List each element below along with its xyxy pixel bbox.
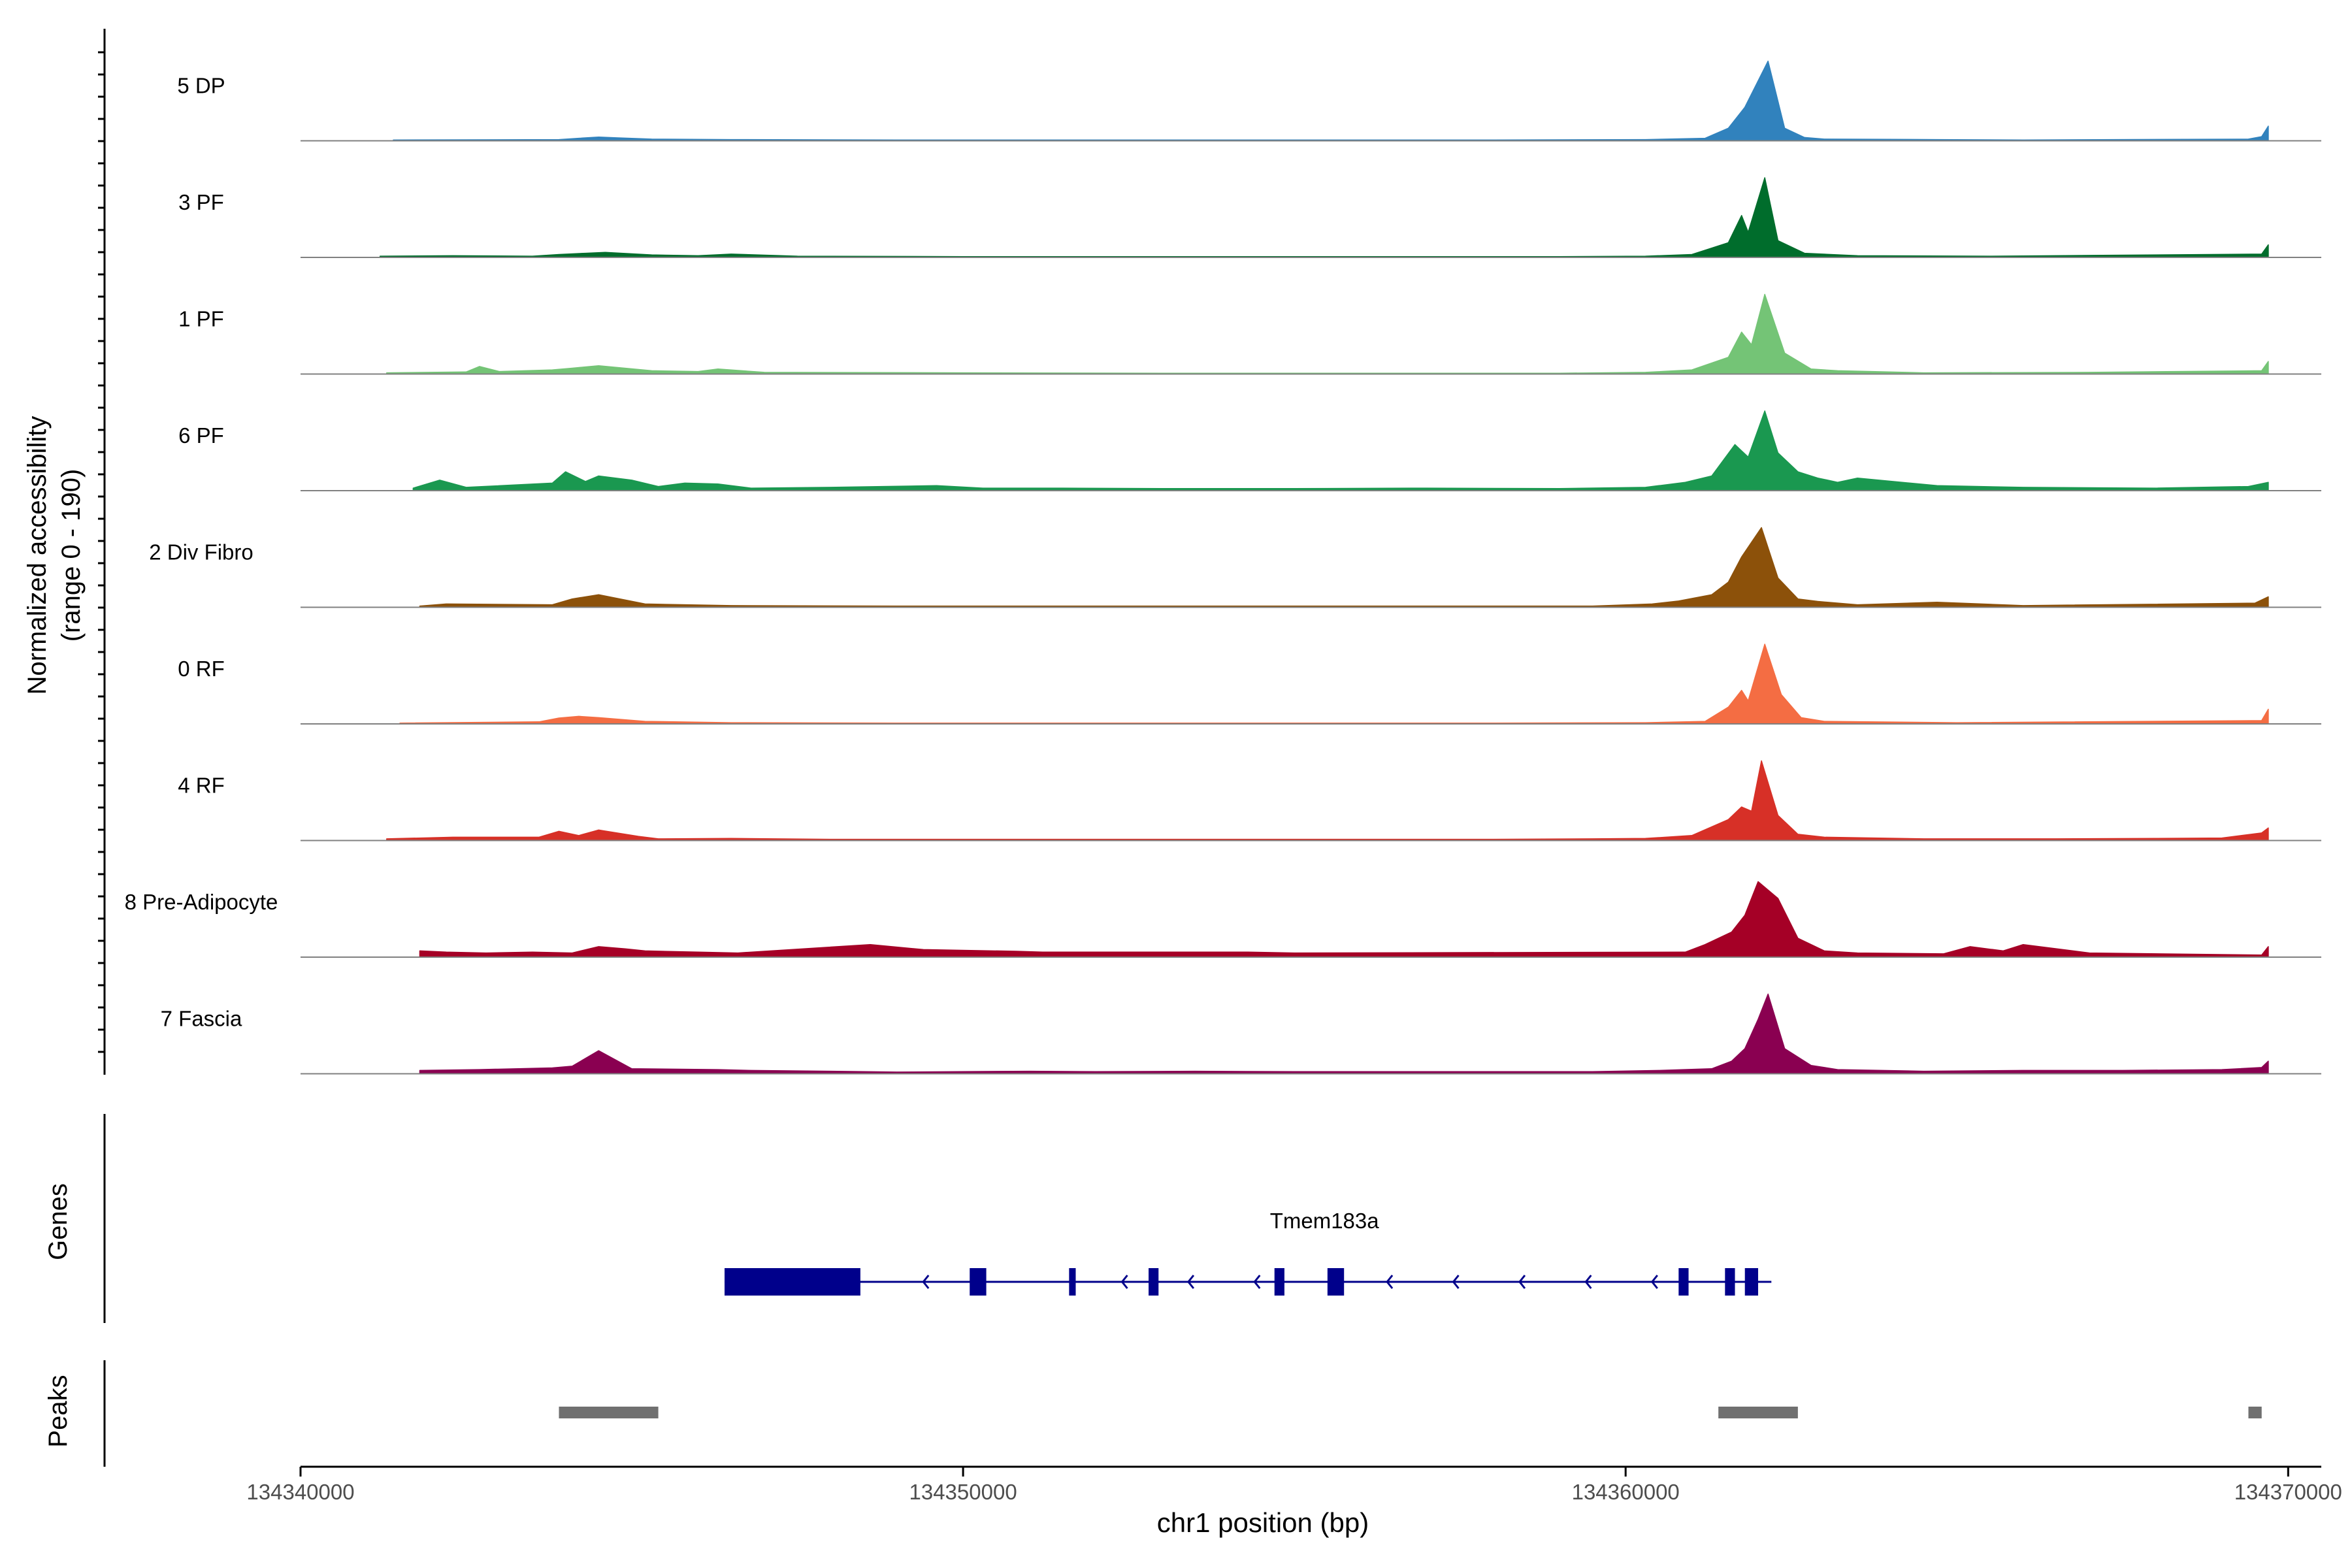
genes-track: Tmem183a — [103, 1114, 1772, 1323]
track-2: 1 PF — [178, 293, 2321, 375]
gene-strand-chevron-5 — [1452, 1275, 1460, 1289]
coverage-area-4 — [419, 527, 2269, 608]
y-axis — [98, 29, 106, 1075]
gene-exon-6 — [1678, 1268, 1689, 1296]
track-label-1: 3 PF — [178, 190, 224, 214]
coverage-area-6 — [386, 760, 2269, 841]
gene-strand-chevron-4 — [1386, 1275, 1394, 1289]
track-label-0: 5 DP — [177, 74, 225, 98]
coverage-area-2 — [386, 293, 2269, 375]
gene-exon-0 — [725, 1268, 860, 1296]
track-label-3: 6 PF — [178, 423, 224, 448]
track-8: 7 Fascia — [161, 993, 2321, 1075]
y-axis-title-line1: Normalized accessibility — [23, 416, 52, 695]
coverage-area-8 — [419, 993, 2269, 1075]
coverage-area-7 — [419, 881, 2269, 958]
track-7: 8 Pre-Adipocyte — [125, 881, 2321, 958]
gene-strand-chevron-2 — [1186, 1275, 1195, 1289]
track-3: 6 PF — [178, 410, 2321, 491]
genes-track-title: Genes — [44, 1183, 73, 1260]
x-axis: 134340000 134350000 134360000 134370000 — [246, 1465, 2342, 1504]
gene-exon-1 — [970, 1268, 987, 1296]
coverage-area-3 — [412, 410, 2269, 491]
gene-name-label: Tmem183a — [1270, 1209, 1380, 1233]
gene-exon-5 — [1327, 1268, 1345, 1296]
coverage-tracks: 5 DP 3 PF 1 PF 6 PF 2 Div Fibro 0 RF 4 RF 8 Pre… — [125, 60, 2321, 1075]
gene-exon-2 — [1069, 1268, 1076, 1296]
gene-strand-chevron-3 — [1253, 1275, 1261, 1289]
gene-strand-chevron-0 — [922, 1275, 930, 1289]
track-5: 0 RF — [178, 644, 2321, 725]
peaks-track-title: Peaks — [44, 1375, 73, 1447]
gene-strand-chevron-6 — [1518, 1275, 1526, 1289]
coverage-area-0 — [393, 60, 2269, 142]
peak-2 — [2248, 1407, 2262, 1418]
gene-strand-chevron-8 — [1650, 1275, 1658, 1289]
x-axis-tick-label-0: 134340000 — [246, 1480, 354, 1504]
peak-1 — [1718, 1407, 1798, 1418]
track-label-4: 2 Div Fibro — [149, 540, 253, 564]
x-axis-tick-label-2: 134360000 — [1572, 1480, 1680, 1504]
track-6: 4 RF — [178, 760, 2321, 841]
y-axis-title-line2: (range 0 - 190) — [57, 469, 86, 642]
coverage-area-5 — [399, 644, 2269, 725]
x-axis-title: chr1 position (bp) — [1157, 1507, 1369, 1538]
gene-exon-8 — [1744, 1268, 1759, 1296]
x-axis-tick-label-1: 134350000 — [909, 1480, 1017, 1504]
track-4: 2 Div Fibro — [149, 527, 2321, 608]
track-label-5: 0 RF — [178, 657, 225, 681]
track-0: 5 DP — [177, 60, 2321, 142]
peaks-track — [103, 1360, 2262, 1467]
gene-exon-4 — [1274, 1268, 1284, 1296]
gene-strand-chevron-1 — [1120, 1275, 1128, 1289]
track-label-7: 8 Pre-Adipocyte — [125, 890, 278, 914]
x-axis-tick-label-3: 134370000 — [2234, 1480, 2342, 1504]
track-label-6: 4 RF — [178, 774, 225, 798]
coverage-area-1 — [379, 177, 2269, 258]
gene-strand-chevron-7 — [1584, 1275, 1592, 1289]
peak-0 — [559, 1407, 659, 1418]
gene-exon-7 — [1725, 1268, 1735, 1296]
track-label-8: 7 Fascia — [161, 1007, 242, 1031]
track-label-2: 1 PF — [178, 307, 224, 331]
track-1: 3 PF — [178, 177, 2321, 258]
gene-exon-3 — [1149, 1268, 1159, 1296]
